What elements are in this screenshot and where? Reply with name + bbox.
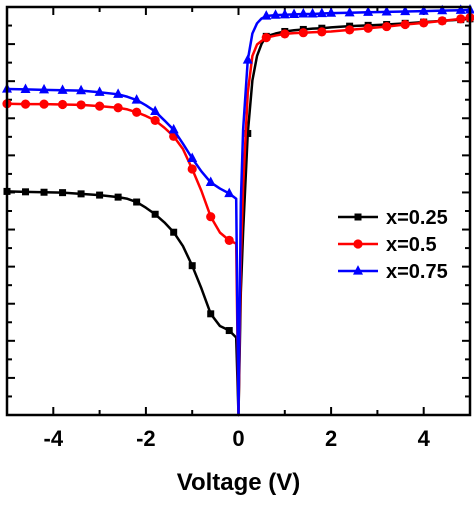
data-point xyxy=(95,101,105,111)
data-point xyxy=(279,8,290,19)
data-point xyxy=(20,83,31,94)
data-point xyxy=(150,115,160,126)
x-tick-label: 4 xyxy=(418,426,431,451)
data-point xyxy=(205,176,216,187)
data-point xyxy=(242,54,253,64)
data-point xyxy=(455,4,466,14)
data-point xyxy=(22,188,30,196)
data-point xyxy=(345,25,355,35)
data-point xyxy=(298,28,308,38)
data-point xyxy=(344,6,355,17)
data-point xyxy=(307,8,318,18)
data-point xyxy=(39,83,50,94)
data-point xyxy=(224,235,234,245)
x-tick-label: 0 xyxy=(232,426,244,451)
data-point xyxy=(400,19,410,30)
legend-marker xyxy=(354,213,362,221)
data-point xyxy=(188,262,196,270)
data-point xyxy=(132,107,142,117)
x-tick-label: -4 xyxy=(44,426,64,451)
plot-frame xyxy=(5,5,472,417)
x-axis-label: Voltage (V) xyxy=(177,469,301,496)
data-point xyxy=(77,190,85,198)
data-point xyxy=(170,228,178,236)
data-point xyxy=(270,9,281,19)
data-point xyxy=(261,10,272,20)
data-point xyxy=(206,212,216,222)
data-point xyxy=(316,7,327,18)
data-point xyxy=(150,105,161,116)
data-point xyxy=(96,191,104,199)
data-point xyxy=(298,8,309,18)
data-point xyxy=(76,84,87,95)
data-point xyxy=(224,187,235,198)
data-point xyxy=(381,6,392,16)
legend-label: x=0.75 xyxy=(386,261,448,283)
series-layer xyxy=(2,3,474,417)
data-point xyxy=(113,88,124,98)
data-point xyxy=(20,99,31,109)
legend-label: x=0.25 xyxy=(386,207,448,229)
x-tick-label: 2 xyxy=(325,426,337,451)
data-point xyxy=(280,29,290,39)
data-point xyxy=(151,210,159,218)
data-point xyxy=(39,99,49,109)
data-point xyxy=(76,100,86,110)
data-point xyxy=(382,21,392,32)
legend: x=0.25 x=0.5 x=0.75 xyxy=(338,207,448,283)
data-point xyxy=(207,310,215,318)
data-point xyxy=(419,18,429,28)
data-point xyxy=(57,99,68,110)
data-point xyxy=(133,198,141,206)
x-tick-labels: -4 -2 0 2 4 xyxy=(44,426,431,451)
data-point xyxy=(244,129,252,137)
data-point xyxy=(187,164,197,174)
legend-marker xyxy=(353,239,363,249)
data-point xyxy=(187,152,198,162)
legend-item: x=0.75 xyxy=(338,261,448,283)
legend-item: x=0.5 xyxy=(338,234,437,256)
legend-item: x=0.25 xyxy=(338,207,448,229)
data-point xyxy=(261,33,271,43)
x-tick-label: -2 xyxy=(136,426,156,451)
data-point xyxy=(59,189,67,197)
data-point xyxy=(94,86,105,96)
data-point xyxy=(40,188,48,196)
data-point xyxy=(456,14,466,24)
data-point xyxy=(168,123,179,134)
series-3 xyxy=(2,3,474,417)
data-point xyxy=(418,5,429,15)
data-point xyxy=(437,4,448,15)
data-point xyxy=(225,327,233,335)
legend-marker xyxy=(353,265,363,275)
data-point xyxy=(363,23,373,33)
data-point xyxy=(131,94,142,104)
data-point xyxy=(363,6,374,16)
data-point xyxy=(57,84,68,94)
data-point xyxy=(289,8,300,18)
data-point xyxy=(114,193,122,201)
data-point xyxy=(326,7,337,17)
data-point xyxy=(113,103,123,113)
data-point xyxy=(437,16,447,26)
data-point xyxy=(317,27,327,37)
data-point xyxy=(400,5,411,16)
legend-label: x=0.5 xyxy=(386,234,437,256)
